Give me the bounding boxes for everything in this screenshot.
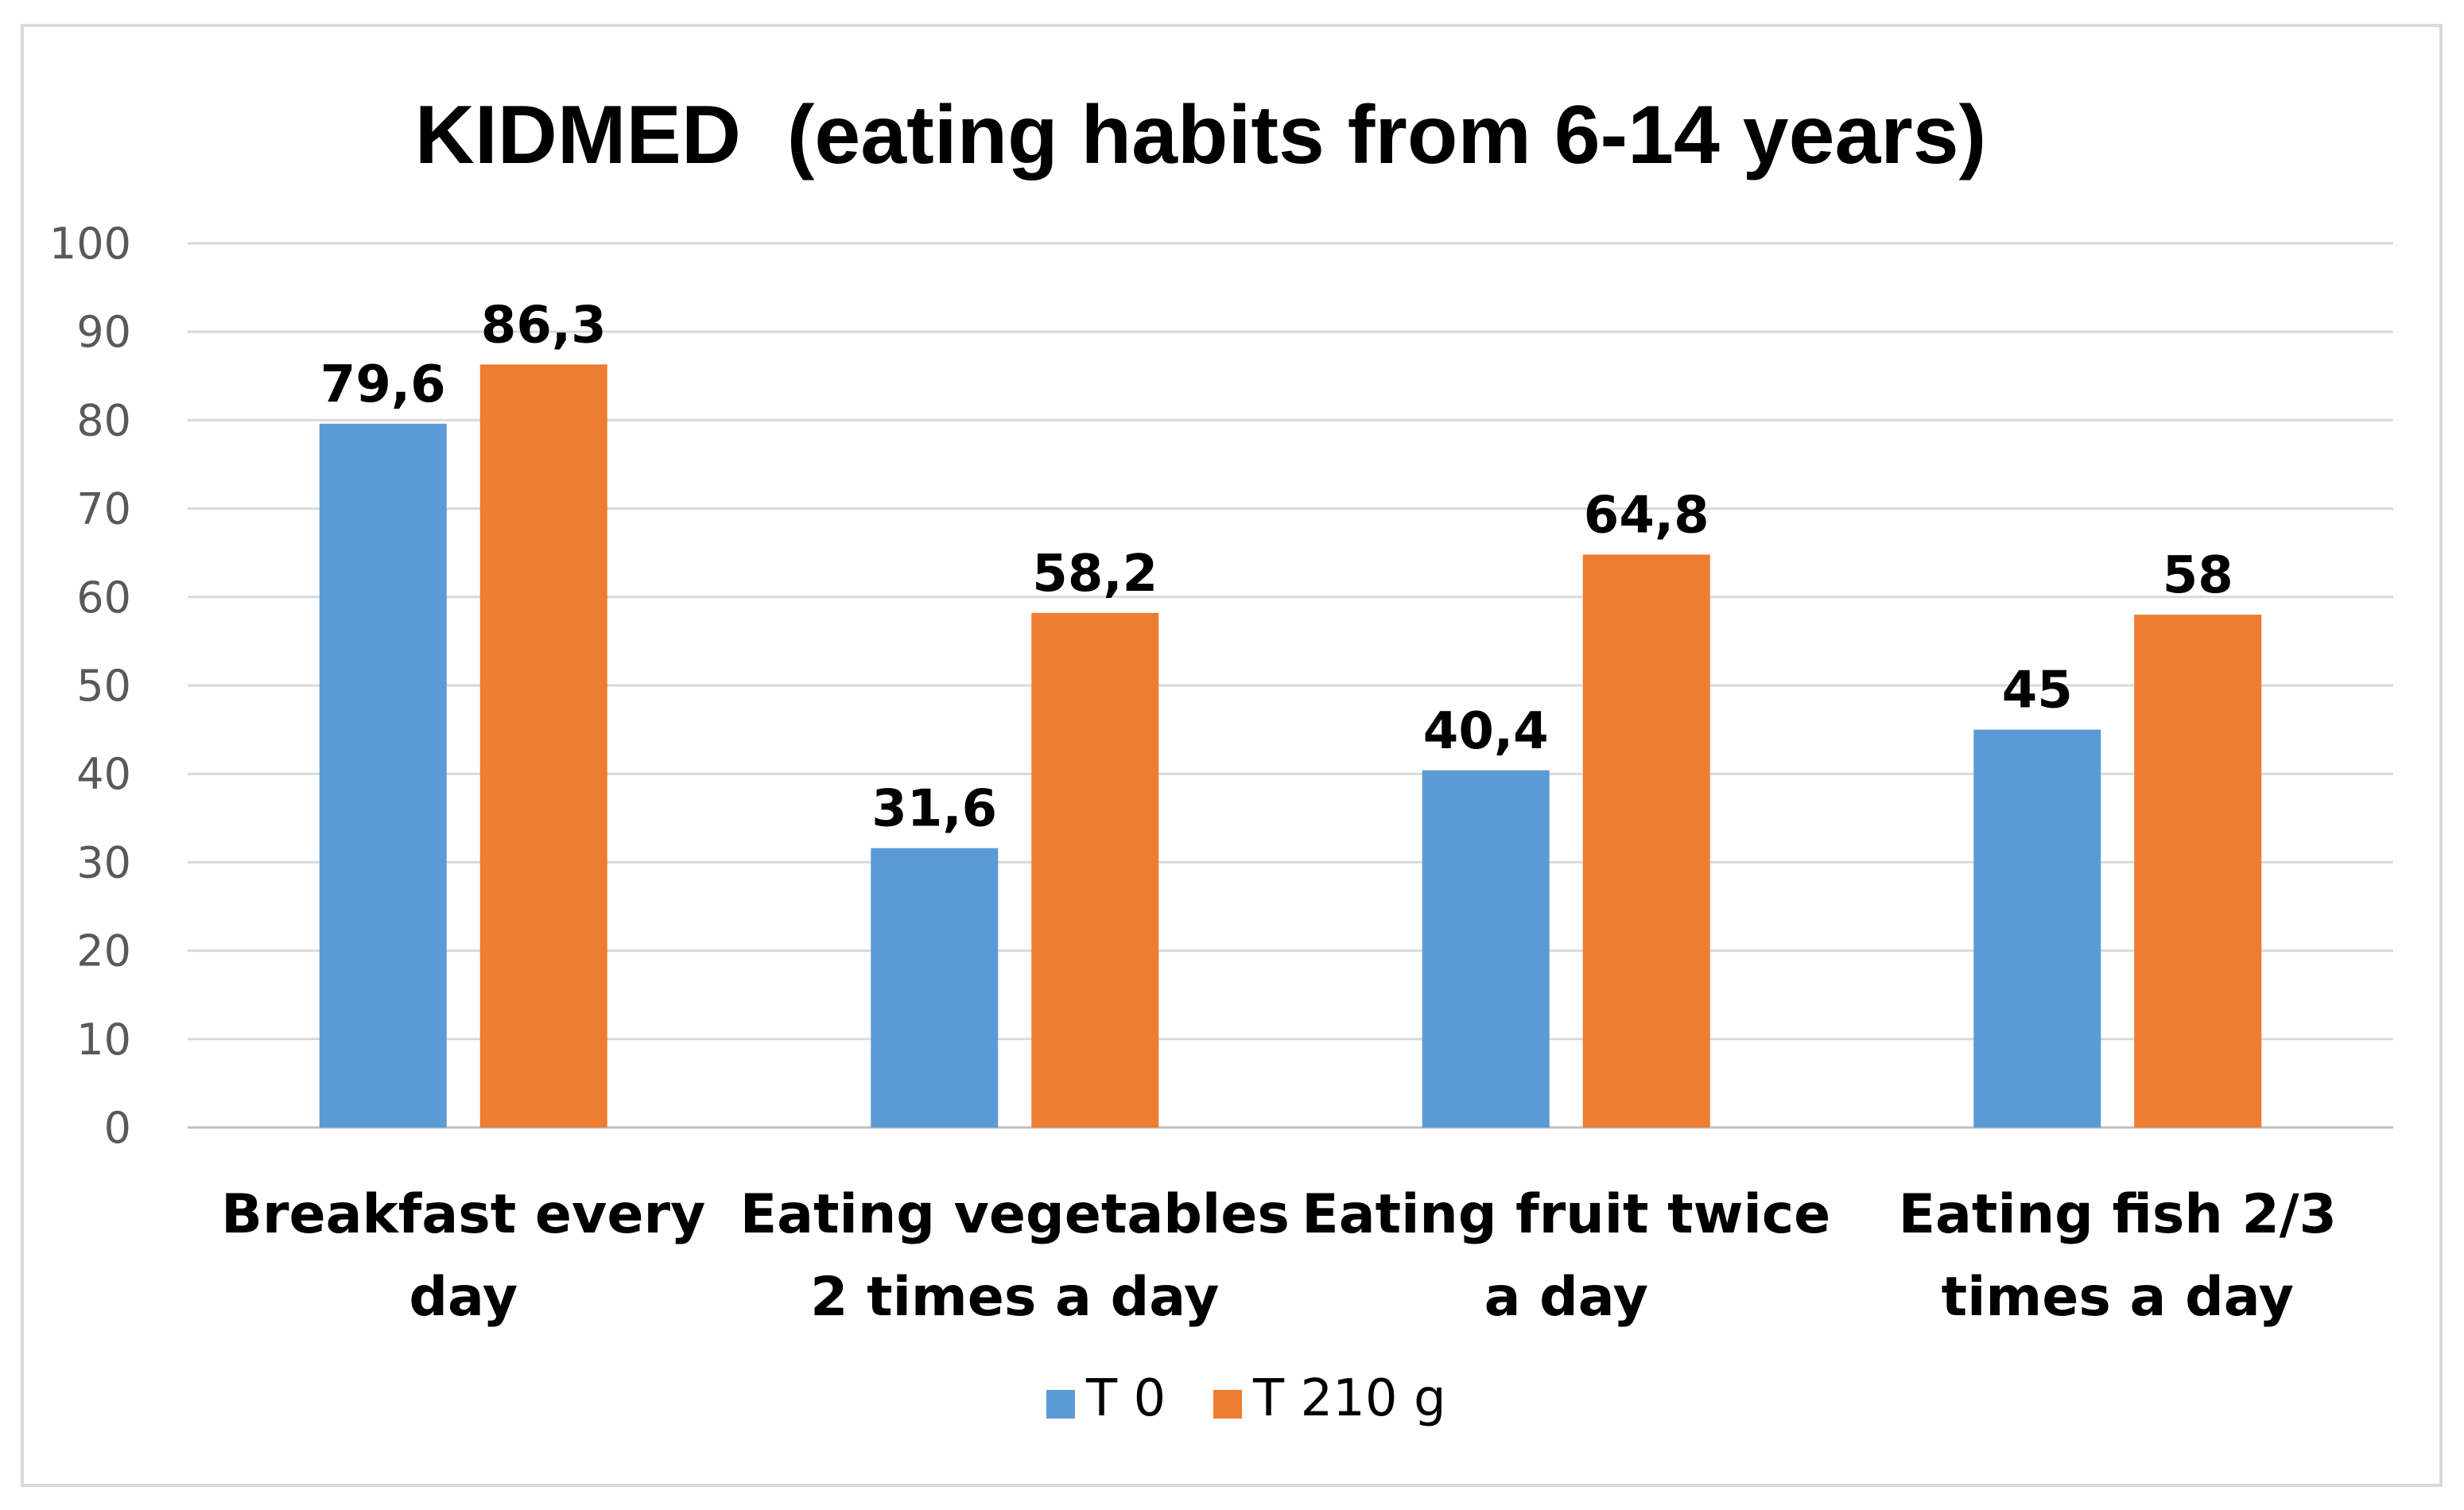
category-label: Eating vegetables bbox=[740, 1183, 1290, 1246]
legend: T 0 T 210 g bbox=[1046, 1369, 1446, 1428]
y-tick-label: 60 bbox=[76, 573, 131, 623]
bar bbox=[479, 364, 607, 1128]
data-label: 40,4 bbox=[1423, 702, 1549, 761]
data-label: 58 bbox=[2163, 546, 2233, 605]
y-axis-ticks: 0 10 20 30 40 50 60 70 80 90 100 bbox=[49, 219, 131, 1153]
data-label: 64,8 bbox=[1584, 486, 1709, 545]
category-label: times a day bbox=[1942, 1266, 2294, 1329]
bar bbox=[1973, 729, 2101, 1128]
chart-title: KIDMED (eating habits from 6-14 years) bbox=[415, 89, 1986, 181]
bars bbox=[319, 364, 2262, 1128]
data-labels: 79,6 86,3 31,6 58,2 40,4 64,8 45 58 bbox=[320, 296, 2233, 838]
category-label: 2 times a day bbox=[810, 1266, 1219, 1329]
y-tick-label: 40 bbox=[76, 749, 131, 799]
y-tick-label: 80 bbox=[76, 395, 131, 445]
bar bbox=[871, 848, 999, 1128]
y-tick-label: 20 bbox=[76, 926, 131, 976]
bar bbox=[1031, 612, 1159, 1128]
y-tick-label: 100 bbox=[49, 219, 131, 269]
data-label: 58,2 bbox=[1032, 545, 1158, 604]
category-label: Breakfast every bbox=[221, 1183, 705, 1246]
category-label: a day bbox=[1484, 1266, 1648, 1329]
y-tick-label: 10 bbox=[76, 1015, 131, 1065]
legend-label: T 0 bbox=[1085, 1369, 1166, 1428]
category-label: Eating fish 2/3 bbox=[1899, 1183, 2337, 1246]
data-label: 45 bbox=[2002, 662, 2073, 720]
y-tick-label: 90 bbox=[76, 307, 131, 357]
legend-label: T 210 g bbox=[1252, 1369, 1446, 1428]
bar bbox=[2134, 615, 2262, 1128]
legend-swatch bbox=[1046, 1390, 1075, 1419]
y-tick-label: 30 bbox=[76, 837, 131, 887]
data-label: 79,6 bbox=[320, 355, 446, 414]
y-tick-label: 50 bbox=[76, 661, 131, 711]
legend-swatch bbox=[1213, 1390, 1242, 1419]
category-label: Eating fruit twice bbox=[1302, 1183, 1830, 1246]
category-labels: Breakfast every day Eating vegetables 2 tim… bbox=[221, 1183, 2337, 1329]
bar bbox=[1422, 770, 1550, 1128]
bar bbox=[1582, 554, 1710, 1128]
category-label: day bbox=[409, 1266, 518, 1329]
y-tick-label: 70 bbox=[76, 484, 131, 534]
data-label: 86,3 bbox=[481, 296, 607, 355]
bar bbox=[319, 423, 447, 1128]
y-tick-label: 0 bbox=[104, 1103, 131, 1153]
data-label: 31,6 bbox=[871, 780, 997, 839]
